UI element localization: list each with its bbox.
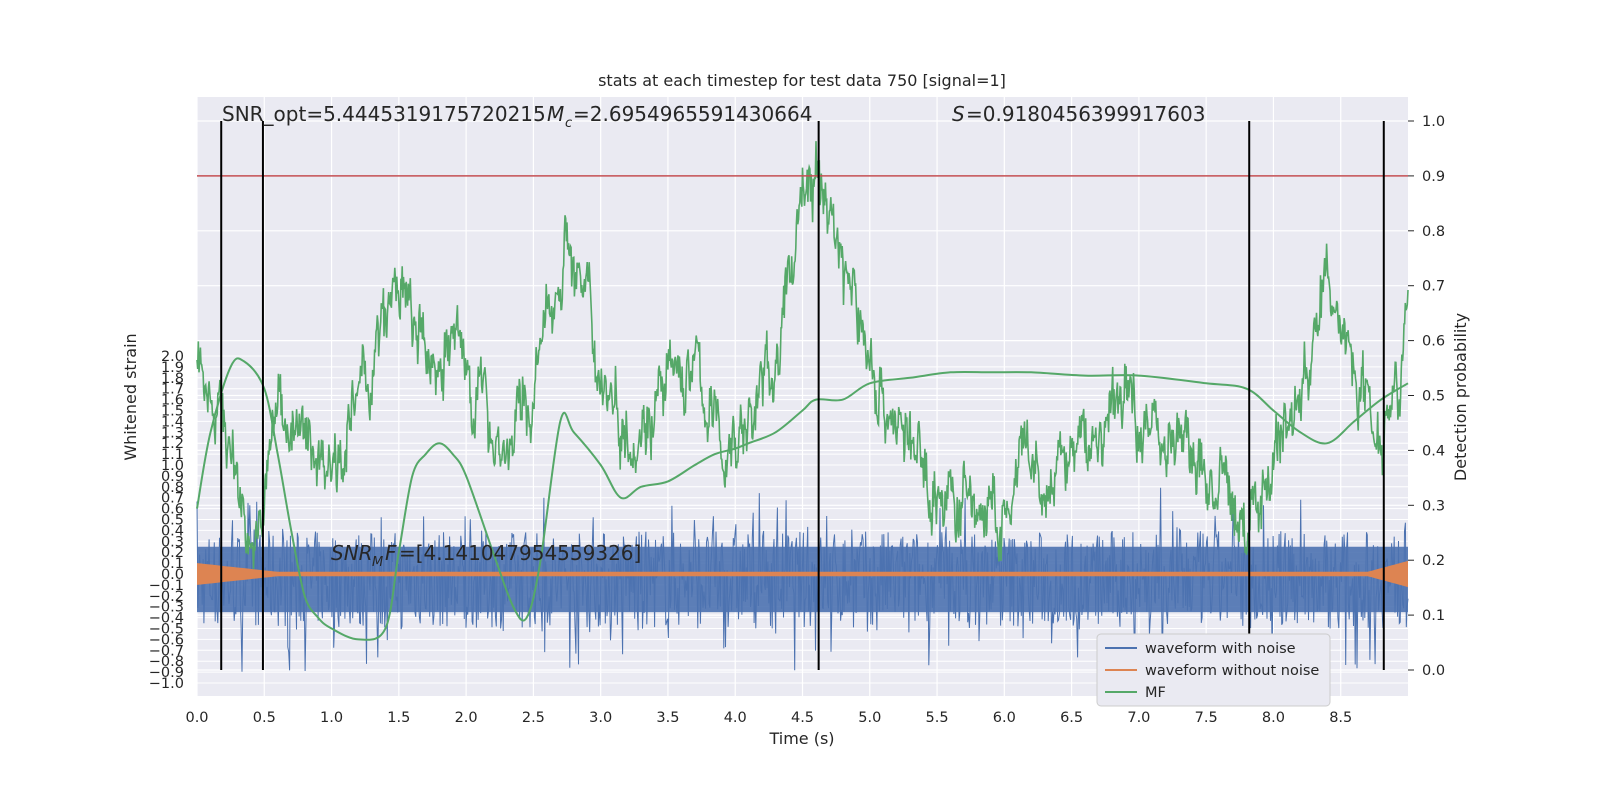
svg-text:M: M	[372, 555, 383, 570]
y-left-tick-label: 1.8	[161, 371, 184, 387]
vertical-markers	[220, 121, 1385, 670]
x-tick-label: 3.5	[656, 710, 679, 726]
s-annotation: S =0.9180456399917603	[952, 102, 1205, 126]
legend: waveform with noise waveform without noi…	[1096, 633, 1331, 707]
svg-text:M: M	[547, 102, 564, 126]
y-left-tick-label: −0.7	[149, 643, 184, 659]
x-tick-label: 6.0	[993, 710, 1016, 726]
y-right-tick-label: 0.1	[1422, 608, 1445, 624]
x-axis-label: Time (s)	[768, 729, 834, 748]
series-layer	[196, 141, 1409, 672]
y-left-tick-label: 1.3	[161, 425, 184, 441]
svg-text:F: F	[385, 541, 397, 565]
mc-annotation-value: =2.6954965591430664	[573, 102, 812, 126]
y-left-tick-label: −1.0	[149, 676, 184, 692]
chart-title: stats at each timestep for test data 750…	[598, 71, 1006, 90]
s-annotation-value: =0.9180456399917603	[966, 102, 1205, 126]
y-left-tick-label: 0.9	[161, 469, 184, 485]
y-left-tick-label: 1.5	[161, 404, 184, 420]
y-right-tick-label: 0.2	[1422, 553, 1445, 569]
svg-text:S: S	[952, 102, 965, 126]
y-left-tick-label: −0.5	[149, 622, 184, 638]
x-tick-label: 2.0	[455, 710, 478, 726]
y-right-tick-label: 0.3	[1422, 498, 1445, 514]
svg-text:SNR: SNR	[331, 541, 373, 565]
x-tick-label: 5.5	[926, 710, 949, 726]
x-tick-label: 7.0	[1127, 710, 1150, 726]
y-left-tick-label: 0.0	[161, 567, 184, 583]
y-left-tick-label: 1.4	[161, 414, 184, 430]
y-axis-right-label: Detection probability	[1451, 313, 1470, 481]
y-left-tick-label: −0.8	[149, 654, 184, 670]
y-axis-left-label: Whitened strain	[121, 333, 140, 460]
legend-label-mf: MF	[1145, 685, 1166, 701]
y-left-tick-label: −0.3	[149, 600, 184, 616]
x-tick-label: 8.5	[1329, 710, 1352, 726]
y-left-tick-label: 1.7	[161, 382, 184, 398]
y-left-tick-label: −0.2	[149, 589, 184, 605]
y-right-tick-label: 0.5	[1422, 389, 1445, 405]
x-tick-label: 0.0	[185, 710, 208, 726]
y-right-tick-label: 1.0	[1422, 114, 1445, 130]
x-tick-label: 3.0	[589, 710, 612, 726]
mc-annotation: M c =2.6954965591430664	[547, 102, 812, 131]
y-right-tick-label: 0.4	[1422, 443, 1445, 459]
x-tick-label: 2.5	[522, 710, 545, 726]
y-left-tick-label: 0.5	[161, 513, 184, 529]
x-tick-label: 7.5	[1195, 710, 1218, 726]
x-axis-ticks: 0.0 0.5 1.0 1.5 2.0 2.5 3.0 3.5 4.0 4.5 5.0 5.5 6.0 6…	[185, 710, 1352, 726]
snr-mf-annotation-value: =[4.141047954559326]	[399, 541, 641, 565]
y-left-tick-label: −0.9	[149, 665, 184, 681]
legend-label-noise: waveform with noise	[1145, 641, 1296, 657]
x-tick-label: 6.5	[1060, 710, 1083, 726]
y-left-tick-label: 0.7	[161, 491, 184, 507]
x-tick-label: 5.0	[858, 710, 881, 726]
y-left-tick-label: −0.4	[149, 611, 184, 627]
legend-box	[1096, 633, 1331, 707]
y-right-tick-label: 0.6	[1422, 334, 1445, 350]
y-left-tick-label: 2.0	[161, 349, 184, 365]
y-left-tick-label: 1.6	[161, 393, 184, 409]
x-tick-label: 4.0	[724, 710, 747, 726]
y-left-tick-label: 0.2	[161, 545, 184, 561]
x-tick-label: 1.0	[320, 710, 343, 726]
y-left-tick-label: −0.1	[149, 578, 184, 594]
y-left-tick-label: 1.0	[161, 458, 184, 474]
y-axis-right-ticks: 0.0 0.1 0.2 0.3 0.4 0.5 0.6 0.7 0.8 0.9 1.0	[1408, 114, 1445, 679]
y-left-tick-label: 0.4	[161, 523, 184, 539]
y-right-tick-label: 0.9	[1422, 169, 1445, 185]
snr-mf-annotation: SNR M F =[4.141047954559326]	[331, 541, 641, 570]
y-left-tick-label: 1.9	[161, 360, 184, 376]
series-detection-probability	[196, 141, 1409, 569]
y-axis-left-ticks: −1.0−0.9−0.8−0.7−0.6−0.5−0.4−0.3−0.2−0.1…	[149, 349, 184, 692]
svg-text:c: c	[565, 116, 572, 131]
y-right-tick-label: 0.8	[1422, 224, 1445, 240]
y-left-tick-label: 0.6	[161, 502, 184, 518]
y-left-tick-label: 0.1	[161, 556, 184, 572]
x-tick-label: 1.5	[387, 710, 410, 726]
y-left-tick-label: 1.1	[161, 447, 184, 463]
series-mf	[196, 357, 1409, 641]
y-left-tick-label: 0.3	[161, 534, 184, 550]
y-left-tick-label: 1.2	[161, 436, 184, 452]
y-right-tick-label: 0.7	[1422, 279, 1445, 295]
legend-label-signal: waveform without noise	[1145, 663, 1319, 679]
snr-opt-annotation: SNR_opt=5.4445319175720215	[222, 102, 546, 126]
y-right-tick-label: 0.0	[1422, 663, 1445, 679]
x-tick-label: 4.5	[791, 710, 814, 726]
series-waveform-without-noise	[197, 560, 1408, 588]
x-tick-label: 0.5	[253, 710, 276, 726]
y-left-tick-label: 0.8	[161, 480, 184, 496]
y-left-tick-label: −0.6	[149, 632, 184, 648]
x-tick-label: 8.0	[1262, 710, 1285, 726]
